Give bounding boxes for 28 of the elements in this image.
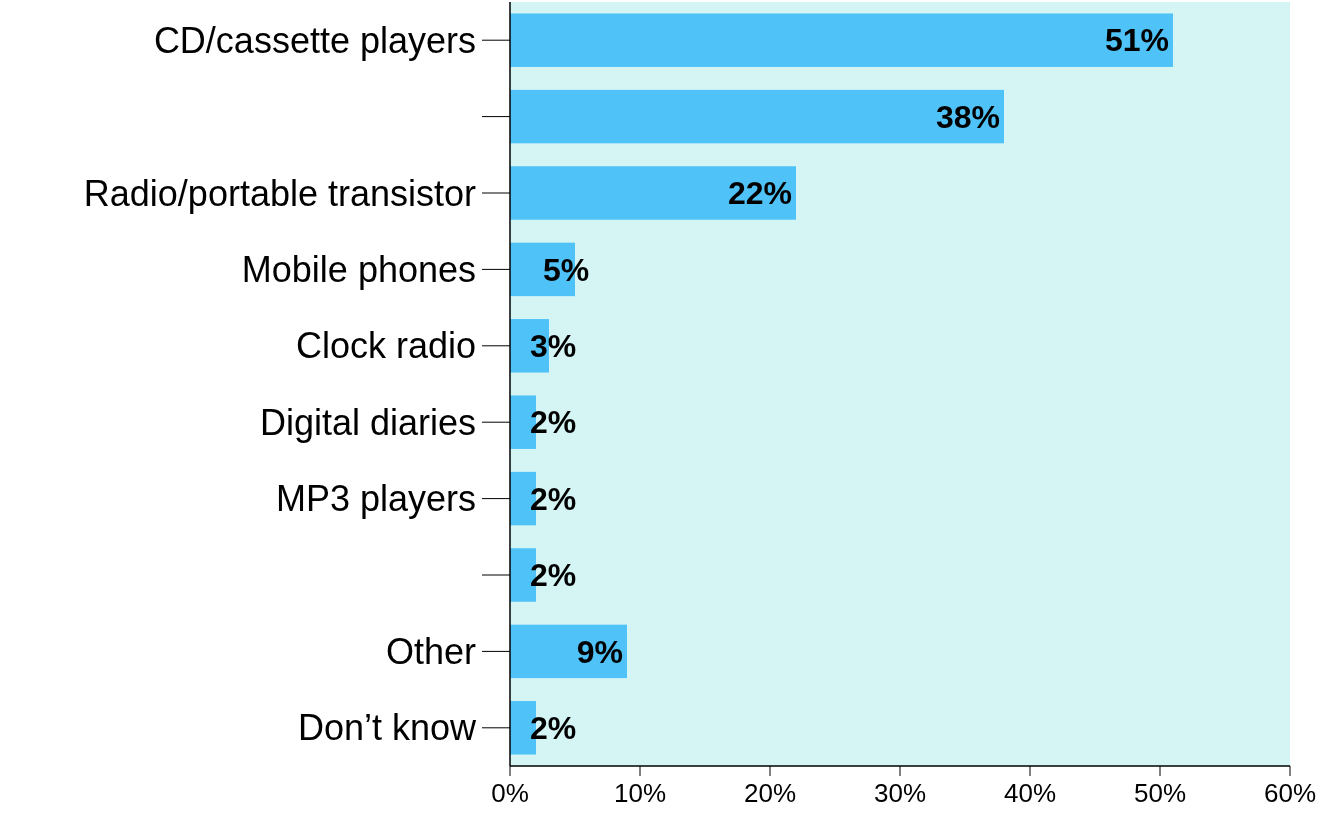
x-tick-label: 0% (491, 778, 529, 808)
y-tick-label: MP3 players (275, 478, 476, 520)
data-label: 22% (727, 175, 792, 212)
data-label: 3% (530, 328, 577, 364)
x-tick-label: 30% (873, 778, 927, 808)
bar (510, 89, 1004, 144)
data-label: 51% (1104, 22, 1169, 59)
data-label: 5% (543, 251, 590, 288)
data-label: 9% (576, 633, 623, 670)
y-tick-label: Clock radio (295, 325, 476, 367)
data-label: 2% (530, 480, 577, 517)
data-label: 38% (935, 98, 1000, 135)
y-tick-label: Other (385, 631, 476, 672)
y-tick-label: Digital diaries (259, 401, 476, 443)
x-tick-label: 50% (1133, 778, 1187, 808)
y-tick-label: CD/cassette players (153, 19, 476, 61)
x-tick-label: 10% (613, 778, 667, 808)
x-tick-label: 60% (1263, 778, 1317, 808)
y-tick-label: Radio/portable transistor (83, 172, 477, 214)
y-tick-label: Don’t know (297, 707, 477, 749)
x-tick-label: 40% (1003, 778, 1057, 808)
x-tick-label: 20% (743, 778, 797, 808)
bar (510, 13, 1173, 67)
data-label: 2% (530, 557, 577, 594)
data-label: 2% (530, 404, 577, 441)
data-label: 2% (530, 710, 577, 746)
y-tick-label: Mobile phones (241, 249, 476, 290)
bar (510, 166, 796, 220)
